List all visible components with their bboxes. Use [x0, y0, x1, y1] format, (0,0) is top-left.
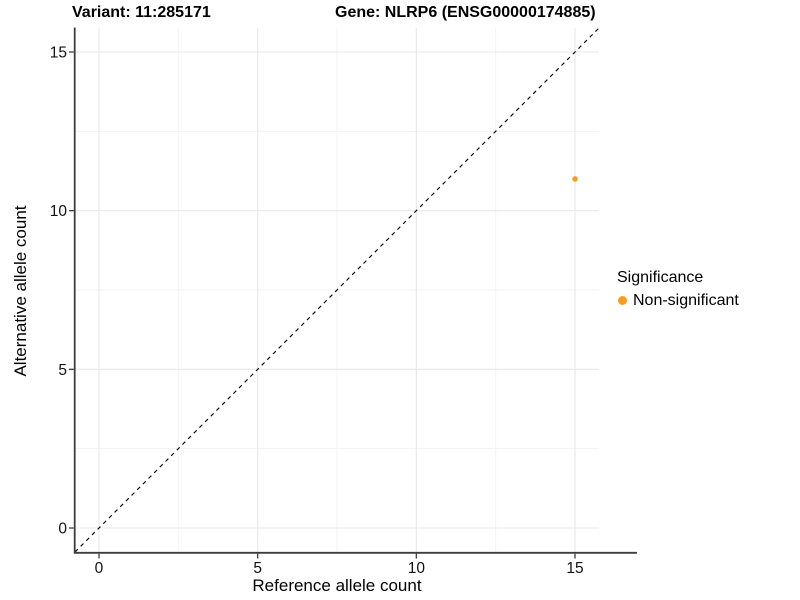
x-tick-label: 0 [95, 560, 104, 577]
plot-title-gene: Gene: NLRP6 (ENSG00000174885) [335, 4, 596, 21]
legend-title: Significance [617, 269, 704, 286]
diagonal-reference-line [74, 27, 600, 553]
x-axis-title: Reference allele count [252, 576, 422, 595]
y-tick-label: 15 [50, 44, 67, 61]
legend-entry: Non-significant [617, 291, 739, 310]
legend-entry-label: Non-significant [633, 292, 739, 309]
legend: Significance Non-significant [617, 268, 739, 310]
y-tick-label: 0 [58, 521, 67, 538]
y-axis-title: Alternative allele count [11, 205, 30, 377]
plot-title-variant: Variant: 11:285171 [72, 4, 211, 21]
x-tick-label: 10 [408, 560, 426, 577]
y-tick-label: 5 [58, 362, 67, 379]
legend-key-dot [618, 296, 627, 305]
x-tick-label: 15 [566, 560, 583, 577]
data-point [572, 176, 578, 182]
x-tick-label: 5 [253, 560, 262, 577]
y-tick-label: 10 [50, 203, 68, 220]
